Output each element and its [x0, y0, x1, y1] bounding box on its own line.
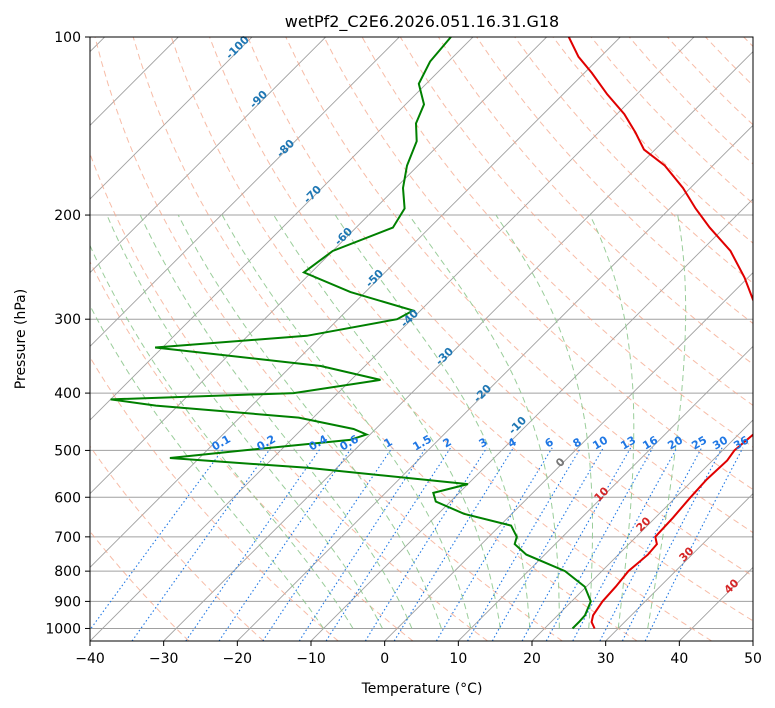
- dry-adiabat-line: [514, 37, 753, 284]
- moist-adiabat-line: [408, 214, 560, 629]
- dry-adiabat-line: [170, 37, 712, 641]
- y-tick-label: 100: [54, 30, 81, 46]
- y-tick-label: 700: [54, 530, 81, 546]
- moist-adiabat-line: [589, 214, 635, 629]
- dry-adiabat-line: [132, 37, 638, 641]
- mixing-ratio-line: [572, 447, 678, 641]
- isotherm-line: [90, 37, 695, 641]
- mixing-ratio-line: [298, 447, 427, 641]
- mixing-ratio-line: [218, 447, 353, 641]
- x-tick-label: −10: [296, 651, 326, 667]
- temperature-profile-line: [567, 37, 753, 629]
- y-tick-label: 900: [54, 594, 81, 610]
- mixing-ratio-line: [325, 447, 452, 641]
- mixing-ratio-line: [262, 447, 393, 641]
- isotherm-line: [310, 198, 753, 641]
- moist-adiabat-line: [106, 214, 383, 629]
- isotherm-line: [531, 419, 753, 641]
- mixing-ratio-line: [393, 447, 514, 641]
- moist-adiabat-line: [139, 214, 413, 629]
- y-axis-title: Pressure (hPa): [13, 289, 29, 389]
- y-tick-label: 600: [54, 490, 81, 506]
- isotherm-line: [163, 51, 753, 641]
- plot-frame: [89, 36, 754, 642]
- dewpoint-profile-line: [110, 37, 592, 630]
- profile-lines: [110, 37, 753, 630]
- y-tick-label: 400: [54, 386, 81, 402]
- mixing-ratio-line: [621, 447, 723, 641]
- mixing-ratio-line: [131, 447, 272, 641]
- isotherm-line: [237, 124, 753, 641]
- moist-adiabat-line: [221, 214, 472, 629]
- y-tick-label: 1000: [45, 621, 81, 637]
- isotherm-line: [90, 37, 253, 200]
- x-tick-label: −30: [149, 651, 179, 667]
- x-axis-title: Temperature (°C): [361, 681, 483, 697]
- background-lines: [90, 37, 753, 641]
- dry-adiabat-line: [90, 260, 414, 641]
- x-tick-label: 10: [449, 651, 467, 667]
- x-tick-label: 50: [744, 651, 762, 667]
- mixing-ratio-line: [185, 447, 322, 641]
- dry-adiabat-line: [476, 37, 753, 325]
- isotherm-line: [384, 272, 753, 641]
- mixing-ratio-line: [90, 447, 225, 631]
- x-tick-label: −40: [75, 651, 105, 667]
- dry-adiabat-line: [247, 37, 753, 577]
- y-tick-label: 500: [54, 443, 81, 459]
- dry-adiabat-line: [209, 37, 753, 622]
- axes: −40 −30 −20 −10 0 10 20 30 40 50 100 200 300 400 500 60…: [45, 30, 762, 667]
- x-tick-label: 40: [670, 651, 688, 667]
- isotherm-line: [90, 37, 400, 347]
- mixing-ratio-line: [467, 447, 582, 641]
- y-tick-label: 200: [54, 208, 81, 224]
- isotherm-line: [90, 37, 327, 274]
- moist-adiabat-line: [90, 304, 324, 629]
- mixing-ratio-line: [364, 447, 488, 641]
- chart-title: wetPf2_C2E6.2026.051.16.31.G18: [285, 12, 559, 32]
- dry-adiabat-line: [90, 445, 264, 641]
- moist-adiabat-line: [495, 214, 593, 629]
- y-tick-label: 800: [54, 564, 81, 580]
- x-tick-label: 20: [523, 651, 541, 667]
- dry-adiabat-line: [323, 37, 753, 491]
- x-tick-label: −20: [223, 651, 253, 667]
- x-tick-label: 30: [597, 651, 615, 667]
- moist-adiabat-line: [90, 244, 354, 629]
- moist-adiabat-line: [334, 214, 531, 629]
- plot-background: [90, 37, 753, 641]
- isotherm-line: [605, 493, 753, 641]
- moist-adiabat-line: [647, 214, 687, 629]
- dry-adiabat-line: [285, 37, 753, 534]
- y-tick-label: 300: [54, 312, 81, 328]
- isotherm-line: [90, 37, 548, 495]
- isotherm-line: [752, 640, 753, 641]
- dry-adiabat-line: [94, 37, 563, 641]
- isotherm-line: [90, 37, 474, 421]
- x-tick-label: 0: [380, 651, 389, 667]
- dry-adiabat-line: [90, 356, 339, 641]
